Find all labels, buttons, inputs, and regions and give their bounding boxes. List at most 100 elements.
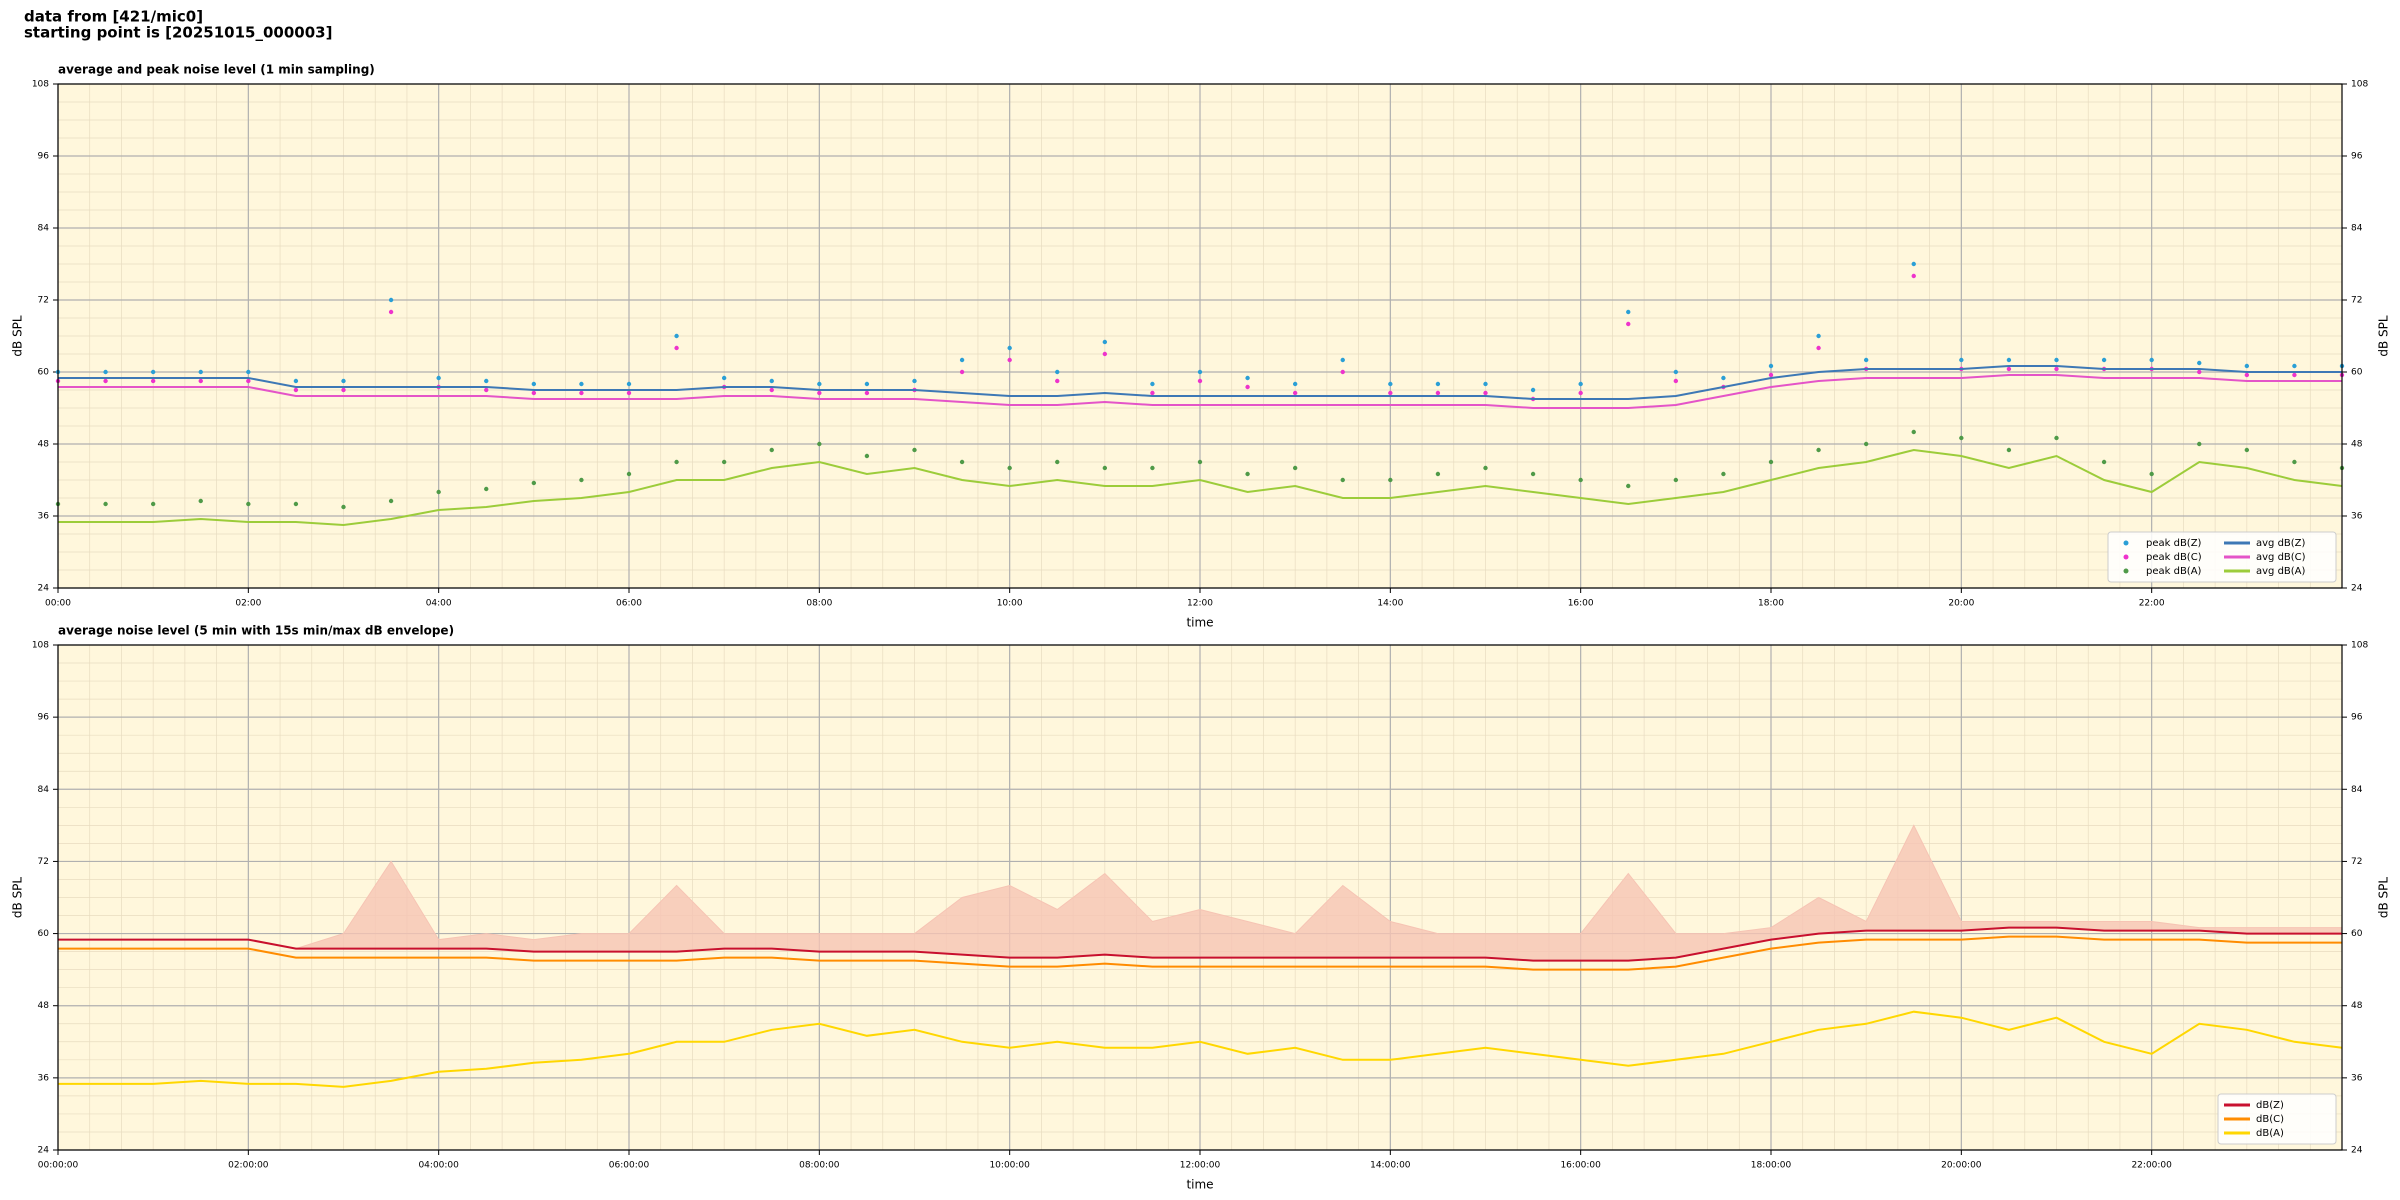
y2-tick-label: 60 [2351,368,2363,378]
peak-point [2292,363,2297,369]
y2-axis-label: dB SPL [2377,315,2391,357]
peak-point [1768,372,1774,378]
peak-point [436,489,441,495]
peak-point [436,375,441,381]
peak-point [1435,390,1441,396]
x-tick-label: 18:00 [1758,599,1784,609]
peak-point [2292,459,2297,465]
peak-point [864,453,870,459]
peak-point [388,297,394,303]
peak-point [579,477,584,483]
peak-point [2006,447,2012,453]
peak-point [1959,435,1964,441]
y-tick-label: 108 [32,80,49,90]
peak-point [1578,477,1583,483]
peak-point [2197,360,2202,366]
peak-point [1530,387,1536,393]
peak-point [1245,471,1250,477]
x-tick-label: 10:00 [997,599,1023,609]
y-tick-label: 84 [38,785,50,795]
x-tick-label: 12:00 [1187,599,1213,609]
peak-point [1102,351,1108,357]
x-tick-label: 06:00 [616,599,642,609]
peak-point [1388,477,1393,483]
x-tick-label: 02:00 [235,599,261,609]
peak-point [626,390,632,396]
peak-point [1150,390,1155,396]
peak-point [1816,345,1821,351]
peak-point [2292,372,2297,378]
peak-point [1388,381,1393,387]
peak-point [769,378,774,384]
peak-point [1292,390,1298,396]
peak-point [1959,357,1964,363]
x-tick-label: 14:00:00 [1370,1161,1411,1171]
x-tick-label: 22:00 [2139,599,2165,609]
peak-point [1197,378,1203,384]
legend-label: avg dB(A) [2256,566,2306,577]
peak-point [388,498,394,504]
peak-point [1007,465,1012,471]
peak-point [198,378,203,384]
peak-point [2101,459,2107,465]
peak-point [531,390,537,396]
series-line [58,1010,2343,1088]
x-tick-label: 18:00:00 [1751,1161,1792,1171]
plot-frame [57,644,2343,1151]
legend-marker [2123,540,2129,546]
y-tick-label: 36 [38,512,50,522]
x-tick-label: 14:00 [1377,599,1403,609]
peak-point [1721,375,1726,381]
legend-label: peak dB(Z) [2146,538,2202,549]
peak-point [912,378,917,384]
peak-point [1721,471,1726,477]
peak-point [103,378,108,384]
peak-point [2006,366,2012,372]
peak-point [1768,459,1774,465]
peak-point [1150,465,1155,471]
peak-point [1626,483,1631,489]
peak-point [2101,357,2107,363]
y2-tick-label: 24 [2351,1146,2363,1156]
peak-point [1626,321,1631,327]
peak-point [2197,441,2202,447]
peak-point [1007,345,1012,351]
peak-point [531,480,537,486]
y-tick-label: 48 [38,440,50,450]
peak-point [674,333,679,339]
y2-axis-label: dB SPL [2377,877,2391,919]
peak-point [2006,357,2012,363]
peak-point [2244,447,2250,453]
peak-point [1245,375,1250,381]
y-tick-label: 24 [38,1146,50,1156]
y2-tick-label: 72 [2351,296,2362,306]
peak-point [2149,357,2154,363]
legend-label: dB(A) [2256,1128,2284,1139]
peak-point [1292,465,1298,471]
peak-point [1388,390,1393,396]
peak-point [2054,366,2059,372]
legend-label: peak dB(C) [2146,552,2202,563]
peak-point [1245,384,1250,390]
header-line: data from [421/mic0] [24,8,203,26]
x-tick-label: 20:00:00 [1941,1161,1982,1171]
peak-point [1340,477,1345,483]
peak-point [2244,372,2250,378]
peak-point [817,390,822,396]
x-tick-label: 08:00 [806,599,832,609]
peak-point [579,381,584,387]
x-axis-label: time [1186,616,1213,630]
legend-label: dB(C) [2256,1114,2284,1125]
peak-point [1483,465,1488,471]
x-tick-label: 16:00:00 [1560,1161,1601,1171]
peak-point [1578,381,1583,387]
series-line [58,448,2343,527]
x-tick-label: 00:00 [45,599,71,609]
peak-point [1816,333,1821,339]
y2-tick-label: 84 [2351,785,2363,795]
peak-point [1055,378,1060,384]
peak-point [341,378,346,384]
y2-tick-label: 72 [2351,857,2362,867]
x-tick-label: 08:00:00 [799,1161,840,1171]
